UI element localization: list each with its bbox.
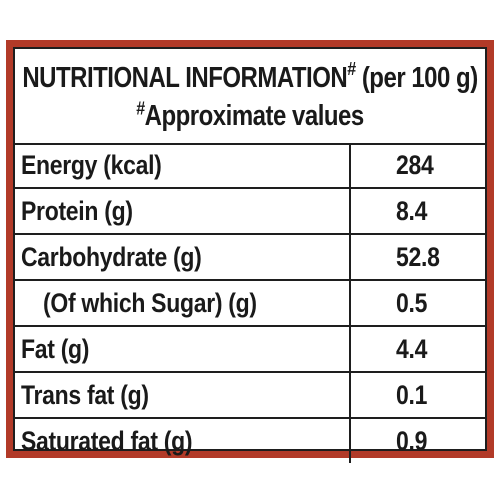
- nutrient-label: Saturated fat (g): [15, 418, 351, 463]
- nutrition-table-box: NUTRITIONAL INFORMATION# (per 100 g) #Ap…: [13, 47, 487, 463]
- header-basis: (per 100 g): [361, 62, 478, 95]
- header-title-mark: #: [347, 59, 356, 80]
- header-title-line: NUTRITIONAL INFORMATION# (per 100 g): [15, 59, 485, 99]
- nutrient-value: 0.5: [350, 280, 485, 327]
- nutrient-value: 8.4: [350, 188, 485, 235]
- table-row: (Of which Sugar) (g) 0.5: [15, 280, 485, 327]
- header-note-mark: #: [136, 99, 145, 120]
- table-row: Trans fat (g) 0.1: [15, 372, 485, 419]
- table-row: Fat (g) 4.4: [15, 326, 485, 373]
- nutrient-label: Energy (kcal): [15, 143, 351, 189]
- nutrient-label: Carbohydrate (g): [15, 234, 351, 281]
- table-row: Energy (kcal) 284: [15, 143, 485, 189]
- header-note: Approximate values: [144, 100, 365, 133]
- nutrient-label: Trans fat (g): [15, 372, 351, 419]
- header-note-line: #Approximate values: [15, 99, 485, 137]
- nutrient-value: 0.9: [396, 426, 428, 456]
- nutrient-value: 0.1: [350, 372, 485, 419]
- nutrient-label: Protein (g): [15, 188, 351, 235]
- table-row: Saturated fat (g) 0.9: [15, 418, 485, 463]
- nutrient-label: Fat (g): [15, 326, 351, 373]
- nutrient-value: 284: [350, 143, 485, 189]
- nutrient-value: 52.8: [350, 234, 485, 281]
- table-row: Protein (g) 8.4: [15, 188, 485, 235]
- header-title: NUTRITIONAL INFORMATION: [22, 62, 348, 95]
- nutrition-table: Energy (kcal) 284 Protein (g) 8.4 Carboh…: [15, 143, 485, 463]
- table-row: Carbohydrate (g) 52.8: [15, 234, 485, 281]
- nutrition-header: NUTRITIONAL INFORMATION# (per 100 g) #Ap…: [15, 49, 485, 145]
- nutrient-label: (Of which Sugar) (g): [15, 280, 351, 327]
- nutrient-value: 4.4: [350, 326, 485, 373]
- red-border-panel: NUTRITIONAL INFORMATION# (per 100 g) #Ap…: [6, 40, 494, 463]
